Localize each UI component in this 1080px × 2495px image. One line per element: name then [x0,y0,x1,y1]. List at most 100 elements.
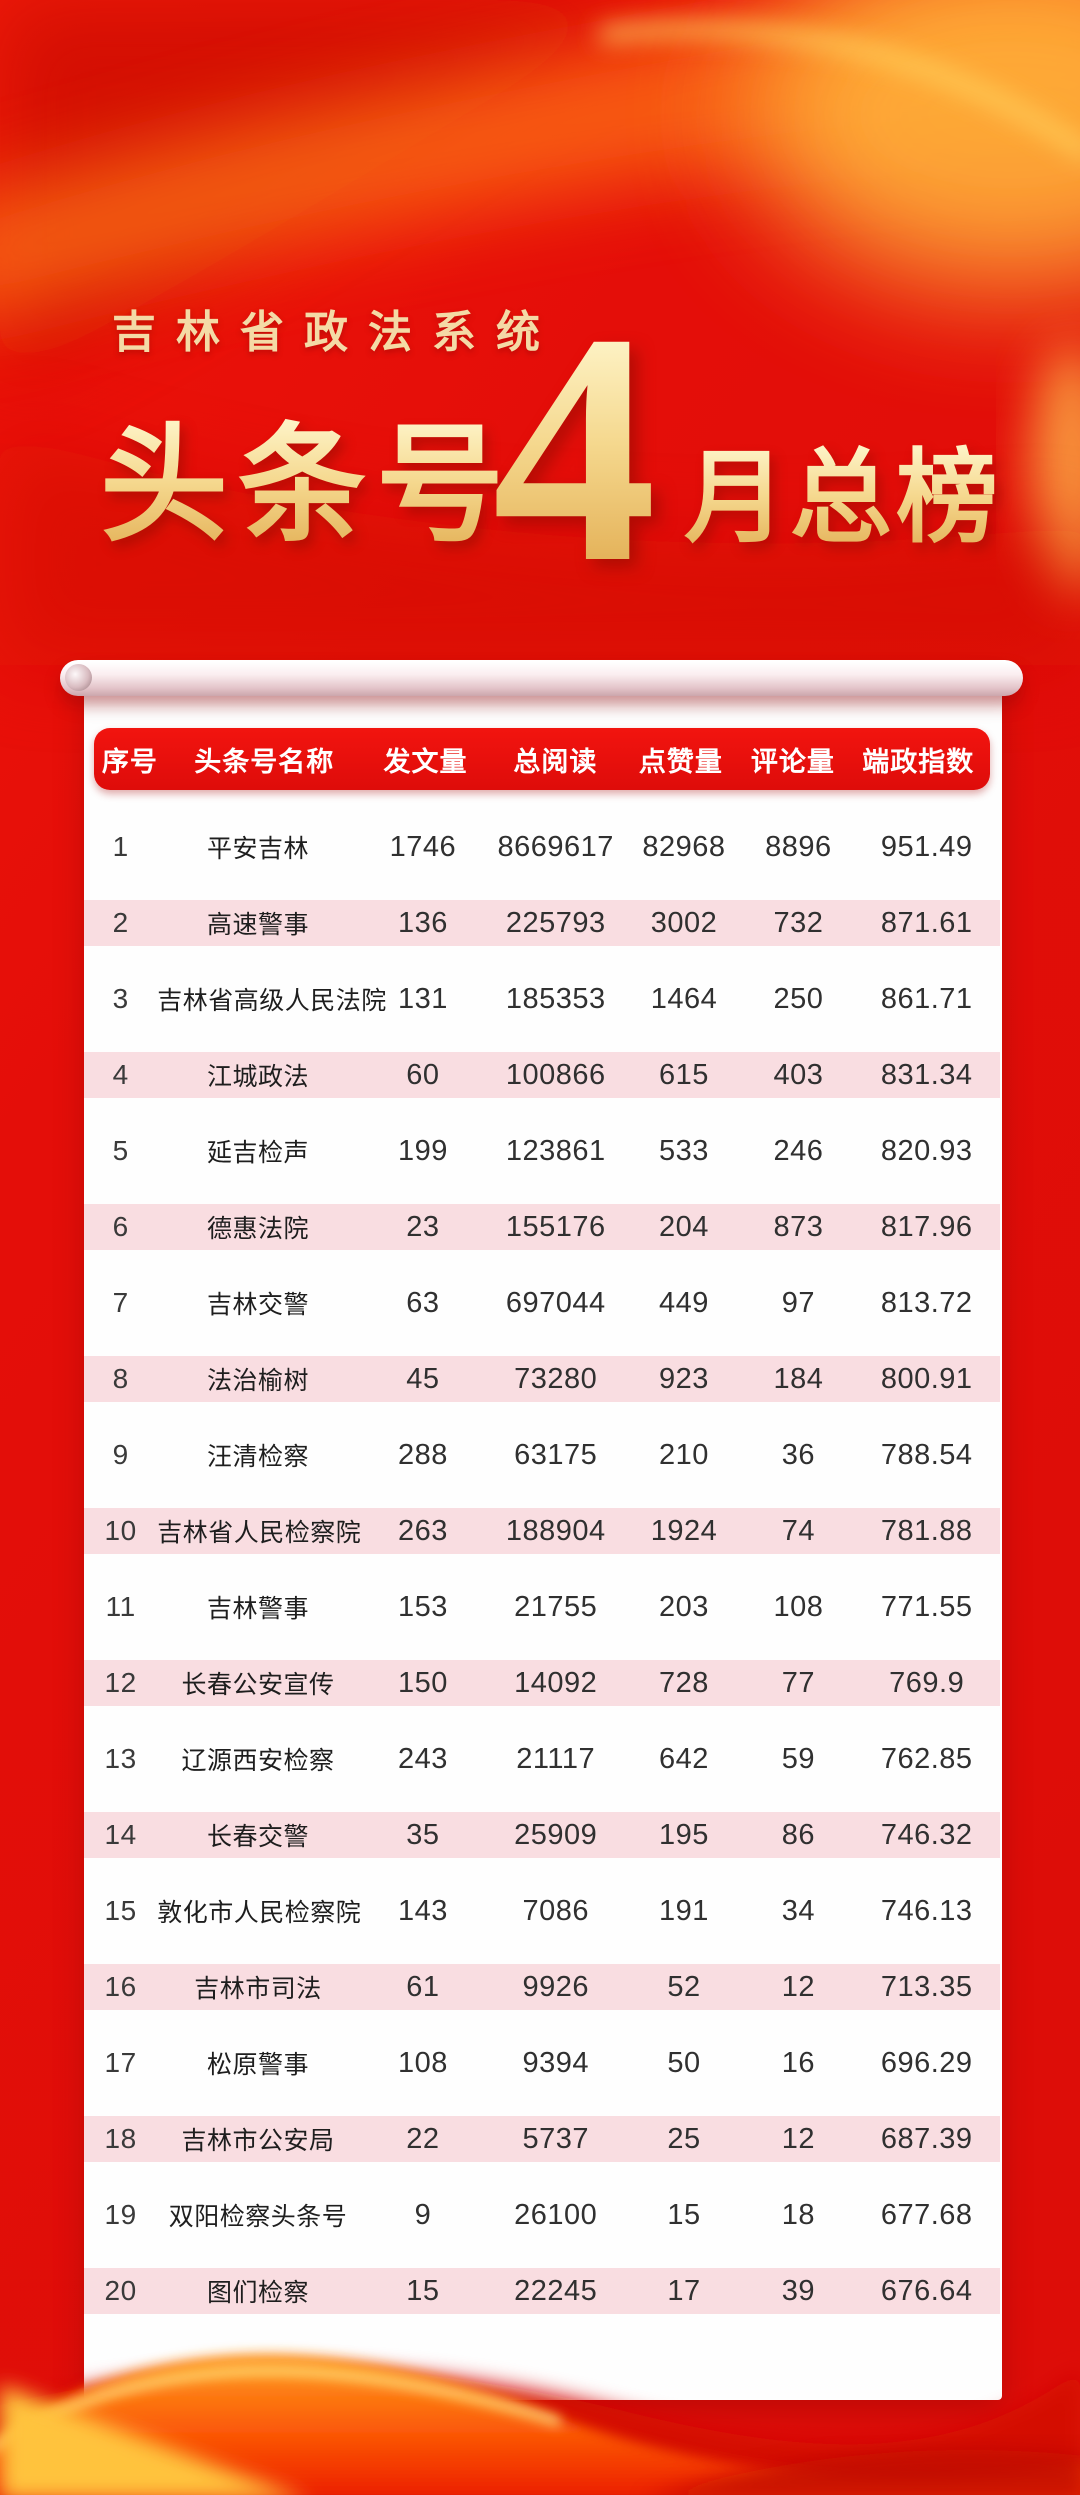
cell-index: 746.32 [880,1818,973,1851]
cell-rank: 15 [104,1895,137,1926]
header-cell-2: 发文量 [383,746,468,777]
cell-index: 746.13 [880,1894,973,1927]
cell-rank: 12 [104,1667,137,1698]
cell-reads: 14092 [514,1666,598,1699]
cell-rank: 11 [105,1591,136,1622]
cell-comments: 108 [773,1590,824,1623]
cell-index: 676.64 [880,2274,973,2307]
cell-posts: 108 [397,2046,448,2079]
table-row: 10 吉林省人民检察院 263 188904 1924 74 781.88 [84,1493,1000,1569]
header-cell-0: 序号 [101,746,158,777]
cell-index: 771.55 [880,1590,973,1623]
table-row: 1 平安吉林 1746 8669617 82968 8896 951.49 [84,809,1000,885]
cell-reads: 26100 [514,2198,598,2231]
cell-name: 汪清检察 [207,1443,310,1471]
cell-rank: 3 [112,983,129,1014]
table-row: 14 长春交警 35 25909 195 86 746.32 [84,1797,1000,1873]
cell-posts: 131 [397,982,448,1015]
header-cell-4: 点赞量 [638,746,723,777]
table-row: 9 汪清检察 288 63175 210 36 788.54 [84,1417,1000,1493]
cell-index: 677.68 [880,2198,973,2231]
cell-posts: 9 [414,2198,432,2231]
cell-name: 吉林市公安局 [181,2127,335,2155]
cell-name: 长春交警 [207,1823,310,1851]
cell-likes: 923 [659,1362,709,1395]
table-row: 4 江城政法 60 100866 615 403 831.34 [84,1037,1000,1113]
cell-comments: 18 [781,2198,816,2231]
cell-reads: 21755 [514,1590,598,1623]
title-month-number: 4 [492,266,657,631]
cell-name: 吉林省高级人民法院 [157,987,387,1015]
cell-posts: 45 [406,1362,440,1395]
cell-posts: 263 [397,1514,448,1547]
cell-likes: 191 [659,1894,709,1927]
cell-posts: 60 [406,1058,440,1091]
cell-rank: 17 [104,2047,137,2078]
cell-index: 713.35 [880,1970,973,2003]
cell-rank: 20 [104,2275,137,2306]
header-cell-5: 评论量 [750,746,835,777]
cell-rank: 8 [112,1363,129,1394]
cell-index: 951.49 [880,830,973,863]
cell-name: 图们检察 [207,2279,310,2307]
cell-reads: 5737 [522,2122,589,2155]
header-cell-1: 头条号名称 [194,746,335,777]
cell-name: 松原警事 [207,2051,310,2079]
cell-reads: 185353 [505,982,606,1015]
cell-posts: 243 [397,1742,448,1775]
cell-likes: 1464 [650,982,718,1015]
table-row: 2 高速警事 136 225793 3002 732 871.61 [84,885,1000,961]
cell-posts: 153 [397,1590,448,1623]
cell-reads: 188904 [505,1514,606,1547]
cell-index: 813.72 [880,1286,973,1319]
cell-posts: 1746 [389,830,457,863]
cell-reads: 73280 [514,1362,598,1395]
table-row: 7 吉林交警 63 697044 449 97 813.72 [84,1265,1000,1341]
silk-bottom-waves [0,2354,1080,2495]
table-row: 16 吉林市司法 61 9926 52 12 713.35 [84,1949,1000,2025]
cell-name: 德惠法院 [207,1215,310,1243]
cell-name: 吉林交警 [207,1291,310,1319]
cell-likes: 50 [667,2046,701,2079]
cell-index: 871.61 [880,906,973,939]
cell-name: 敦化市人民检察院 [157,1899,362,1927]
cell-reads: 7086 [522,1894,589,1927]
cell-reads: 9926 [522,1970,589,2003]
table-row: 8 法治榆树 45 73280 923 184 800.91 [84,1341,1000,1417]
cell-reads: 155176 [505,1210,606,1243]
cell-name: 法治榆树 [207,1367,310,1395]
cell-index: 861.71 [880,982,973,1015]
cell-likes: 449 [659,1286,709,1319]
cell-posts: 136 [397,906,448,939]
cell-index: 781.88 [880,1514,973,1547]
table-header: 序号 头条号名称 发文量 总阅读 点赞量 评论量 端政指数 [94,728,990,790]
cell-reads: 22245 [514,2274,598,2307]
cell-rank: 2 [112,907,129,938]
cell-posts: 63 [406,1286,440,1319]
table-row: 15 敦化市人民检察院 143 7086 191 34 746.13 [84,1873,1000,1949]
cell-reads: 100866 [505,1058,606,1091]
cell-comments: 246 [773,1134,824,1167]
cell-index: 788.54 [880,1438,973,1471]
cell-comments: 732 [773,906,824,939]
cell-reads: 225793 [505,906,606,939]
cell-index: 800.91 [880,1362,973,1395]
cell-likes: 210 [659,1438,709,1471]
cell-name: 江城政法 [207,1063,310,1091]
cell-posts: 199 [397,1134,448,1167]
cell-reads: 8669617 [497,830,614,863]
title-prefix: 头条号 [100,412,514,559]
cell-index: 817.96 [880,1210,973,1243]
cell-name: 高速警事 [207,911,310,939]
cell-likes: 82968 [642,830,726,863]
table-row: 19 双阳检察头条号 9 26100 15 18 677.68 [84,2177,1000,2253]
cell-comments: 12 [781,2122,816,2155]
table-row: 18 吉林市公安局 22 5737 25 12 687.39 [84,2101,1000,2177]
cell-reads: 21117 [516,1742,596,1775]
cell-comments: 97 [781,1286,816,1319]
table-row: 17 松原警事 108 9394 50 16 696.29 [84,2025,1000,2101]
cell-likes: 728 [659,1666,709,1699]
cell-likes: 195 [659,1818,709,1851]
cell-rank: 5 [112,1135,129,1166]
header-cell-3: 总阅读 [513,746,598,777]
